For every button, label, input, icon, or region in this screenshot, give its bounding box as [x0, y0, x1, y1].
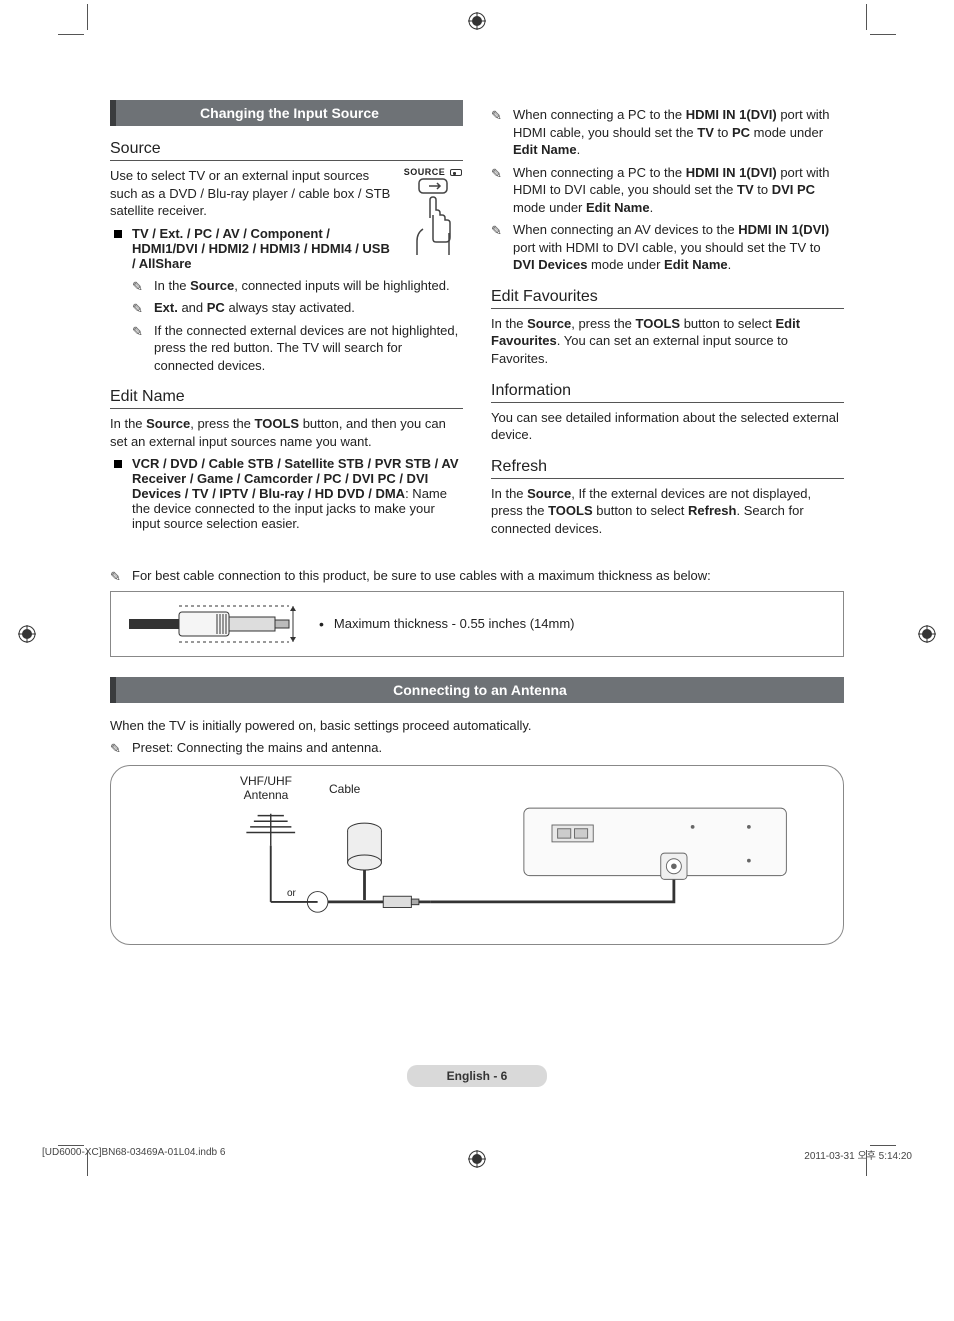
heading-edit-favourites: Edit Favourites	[491, 288, 844, 309]
cable-note: ✎ For best cable connection to this prod…	[110, 567, 844, 585]
meta-filename: [UD6000-XC]BN68-03469A-01L04.indb 6	[42, 1147, 225, 1162]
antenna-intro: When the TV is initially powered on, bas…	[110, 717, 844, 735]
note-icon: ✎	[132, 323, 143, 341]
edit-fav-text: In the Source, press the TOOLS button to…	[491, 315, 844, 368]
information-text: You can see detailed information about t…	[491, 409, 844, 444]
antenna-preset-note: ✎ Preset: Connecting the mains and anten…	[110, 739, 844, 757]
right-note-3: ✎ When connecting an AV devices to the H…	[491, 221, 844, 274]
meta-timestamp: 2011-03-31 오후 5:14:20	[804, 1147, 912, 1162]
left-column: Changing the Input Source Source SOURCE	[110, 100, 463, 541]
source-label: SOURCE	[404, 167, 446, 177]
two-column-layout: Changing the Input Source Source SOURCE	[110, 100, 844, 541]
right-column: ✎ When connecting a PC to the HDMI IN 1(…	[491, 100, 844, 541]
cable-connector-icon	[129, 602, 299, 646]
edit-name-intro: In the Source, press the TOOLS button, a…	[110, 415, 463, 450]
note-icon: ✎	[491, 222, 502, 240]
heading-source: Source	[110, 140, 463, 161]
crop-mark	[87, 1150, 88, 1176]
page-number-pill: English - 6	[407, 1065, 548, 1087]
refresh-text: In the Source, If the external devices a…	[491, 485, 844, 538]
source-note-1: ✎ In the Source, connected inputs will b…	[132, 277, 463, 295]
page-footer: English - 6	[110, 1065, 844, 1087]
label-vhf-uhf: VHF/UHF Antenna	[231, 774, 301, 802]
source-options-list: TV / Ext. / PC / AV / Component / HDMI1/…	[110, 226, 463, 271]
source-options-item: TV / Ext. / PC / AV / Component / HDMI1/…	[110, 226, 463, 271]
note-icon: ✎	[110, 740, 121, 758]
heading-information: Information	[491, 382, 844, 403]
note-icon: ✎	[132, 278, 143, 296]
banner-changing-input: Changing the Input Source	[110, 100, 463, 126]
label-cable: Cable	[329, 782, 360, 796]
heading-refresh: Refresh	[491, 458, 844, 479]
note-icon: ✎	[110, 568, 121, 586]
right-note-2: ✎ When connecting a PC to the HDMI IN 1(…	[491, 164, 844, 217]
right-note-1: ✎ When connecting a PC to the HDMI IN 1(…	[491, 106, 844, 159]
right-notes: ✎ When connecting a PC to the HDMI IN 1(…	[491, 106, 844, 274]
edit-name-list: VCR / DVD / Cable STB / Satellite STB / …	[110, 456, 463, 531]
source-note-3: ✎ If the connected external devices are …	[132, 322, 463, 375]
banner-antenna: Connecting to an Antenna	[110, 677, 844, 703]
page-content: Changing the Input Source Source SOURCE	[0, 0, 954, 1147]
crop-mark	[866, 1150, 867, 1176]
source-options-text: TV / Ext. / PC / AV / Component / HDMI1/…	[132, 226, 390, 271]
label-or: or	[287, 888, 296, 899]
cable-note-block: ✎ For best cable connection to this prod…	[110, 567, 844, 585]
note-icon: ✎	[491, 165, 502, 183]
cable-thickness-box: Maximum thickness - 0.55 inches (14mm)	[110, 591, 844, 657]
antenna-diagram-icon	[131, 780, 823, 930]
source-note-2: ✎ Ext. and PC always stay activated.	[132, 299, 463, 317]
source-notes: ✎ In the Source, connected inputs will b…	[110, 277, 463, 375]
heading-edit-name: Edit Name	[110, 388, 463, 409]
antenna-preset: ✎ Preset: Connecting the mains and anten…	[110, 739, 844, 757]
cable-bullet: Maximum thickness - 0.55 inches (14mm)	[319, 616, 574, 632]
edit-name-item: VCR / DVD / Cable STB / Satellite STB / …	[110, 456, 463, 531]
antenna-diagram-box: VHF/UHF Antenna Cable	[110, 765, 844, 945]
note-icon: ✎	[491, 107, 502, 125]
registration-mark-icon	[468, 1150, 486, 1168]
note-icon: ✎	[132, 300, 143, 318]
